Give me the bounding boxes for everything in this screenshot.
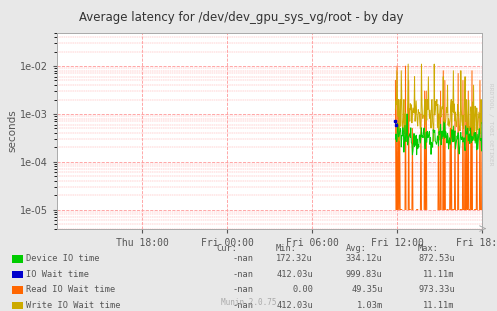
Text: IO Wait time: IO Wait time: [26, 270, 89, 279]
Text: Munin 2.0.75: Munin 2.0.75: [221, 298, 276, 307]
Text: Cur:: Cur:: [216, 244, 237, 253]
Text: Write IO Wait time: Write IO Wait time: [26, 301, 120, 310]
Text: Average latency for /dev/dev_gpu_sys_vg/root - by day: Average latency for /dev/dev_gpu_sys_vg/…: [79, 11, 403, 24]
Text: Avg:: Avg:: [345, 244, 366, 253]
Text: 334.12u: 334.12u: [346, 254, 383, 263]
Text: -nan: -nan: [233, 270, 253, 279]
Text: 412.03u: 412.03u: [276, 270, 313, 279]
Text: 872.53u: 872.53u: [418, 254, 455, 263]
Text: 999.83u: 999.83u: [346, 270, 383, 279]
Text: -nan: -nan: [233, 254, 253, 263]
Text: 172.32u: 172.32u: [276, 254, 313, 263]
Text: -nan: -nan: [233, 301, 253, 310]
Y-axis label: seconds: seconds: [7, 109, 17, 152]
Text: Min:: Min:: [276, 244, 297, 253]
Text: -nan: -nan: [233, 285, 253, 294]
Text: 412.03u: 412.03u: [276, 301, 313, 310]
Text: Read IO Wait time: Read IO Wait time: [26, 285, 115, 294]
Text: Device IO time: Device IO time: [26, 254, 99, 263]
Text: 973.33u: 973.33u: [418, 285, 455, 294]
Text: RRDTOOL / TOBI OETIKER: RRDTOOL / TOBI OETIKER: [488, 83, 493, 166]
Text: 1.03m: 1.03m: [356, 301, 383, 310]
Text: 11.11m: 11.11m: [423, 270, 455, 279]
Text: Max:: Max:: [417, 244, 438, 253]
Text: 0.00: 0.00: [292, 285, 313, 294]
Text: 11.11m: 11.11m: [423, 301, 455, 310]
Text: 49.35u: 49.35u: [351, 285, 383, 294]
